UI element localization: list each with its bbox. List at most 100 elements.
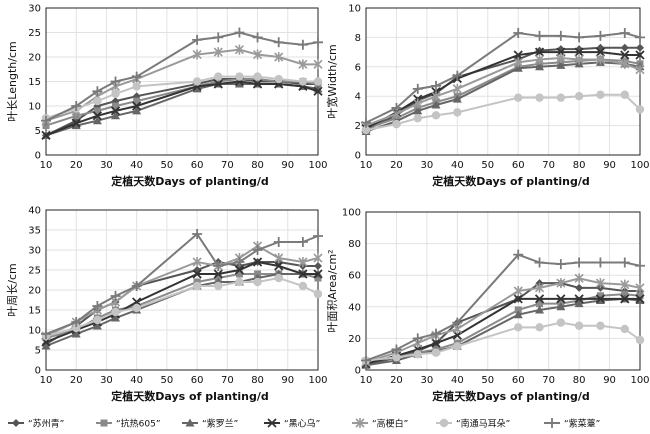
data-point — [535, 93, 544, 102]
data-point — [71, 121, 81, 130]
legend-label: “紫菜薹” — [564, 418, 600, 430]
data-point — [620, 90, 629, 99]
data-point — [192, 257, 202, 267]
x-tick-label: 60 — [512, 375, 525, 386]
data-point — [635, 64, 645, 75]
data-point — [92, 86, 103, 97]
data-point — [431, 348, 441, 357]
y-axis-label: 叶周长/cm — [6, 263, 19, 316]
data-point — [513, 27, 524, 38]
data-point — [192, 77, 202, 86]
x-tick-label: 50 — [481, 160, 494, 171]
legend-item: “南通马耳朵” — [436, 418, 510, 430]
data-point — [620, 50, 630, 60]
data-point — [313, 37, 323, 48]
data-point — [534, 30, 545, 41]
x-tick-label: 80 — [251, 160, 264, 171]
x-tick-label: 50 — [481, 375, 494, 386]
x-tick-label: 20 — [70, 160, 83, 171]
series-line — [45, 78, 318, 137]
data-point — [574, 299, 584, 308]
data-point — [575, 283, 584, 292]
data-point — [192, 49, 202, 60]
data-point — [555, 259, 566, 270]
data-point — [192, 34, 203, 45]
data-point — [513, 294, 523, 304]
data-point — [431, 91, 441, 102]
data-point — [636, 292, 644, 300]
y-tick-label: 0 — [355, 366, 361, 377]
data-point — [92, 301, 103, 311]
data-point — [92, 321, 102, 330]
y-tick-label: 5 — [35, 126, 41, 137]
data-point — [620, 279, 630, 290]
data-point — [635, 32, 645, 43]
data-point — [274, 273, 283, 283]
data-point — [253, 72, 262, 81]
data-point — [595, 30, 606, 41]
y-tick-label: 20 — [28, 53, 41, 64]
data-point — [452, 317, 463, 328]
legend-marker — [267, 418, 277, 428]
x-tick-label: 40 — [451, 160, 464, 171]
x-axis-label: 定植天数Days of planting/d — [432, 389, 589, 403]
y-tick-label: 100 — [342, 208, 361, 219]
data-point — [252, 49, 263, 60]
data-point — [413, 114, 422, 123]
data-point — [513, 249, 524, 260]
data-point — [621, 290, 629, 298]
y-tick-label: 4 — [355, 92, 361, 103]
series-line — [45, 273, 319, 339]
data-point — [112, 102, 120, 110]
x-axis-label: 定植天数Days of planting/d — [111, 174, 268, 188]
data-point — [635, 105, 645, 114]
data-point — [555, 30, 566, 41]
data-point — [110, 106, 121, 116]
x-tick-label: 40 — [130, 160, 143, 171]
y-tick-label: 15 — [28, 306, 41, 317]
series-plus — [41, 27, 323, 126]
data-point — [595, 278, 605, 289]
data-point — [252, 79, 263, 89]
y-tick-label: 10 — [348, 4, 361, 15]
series-line — [365, 56, 641, 127]
x-axis-label: 定植天数Days of planting/d — [432, 174, 589, 188]
data-point — [556, 294, 566, 304]
y-tick-label: 0 — [355, 151, 361, 162]
data-point — [391, 344, 402, 355]
legend-marker — [355, 418, 365, 428]
data-point — [452, 94, 462, 103]
data-point — [92, 111, 103, 121]
data-point — [534, 54, 545, 65]
data-point — [234, 27, 245, 38]
y-tick-label: 40 — [348, 302, 361, 313]
data-point — [71, 101, 82, 111]
series-circle — [361, 90, 645, 135]
y-tick-label: 0 — [35, 151, 41, 162]
data-point — [574, 54, 584, 65]
data-point — [392, 353, 401, 362]
data-point — [132, 303, 141, 313]
x-tick-label: 80 — [573, 375, 586, 386]
x-tick-label: 20 — [390, 375, 403, 386]
data-point — [110, 76, 121, 87]
data-point — [556, 302, 566, 311]
x-tick-label: 30 — [100, 160, 113, 171]
data-point — [619, 257, 630, 268]
x-tick-label: 100 — [630, 160, 649, 171]
data-point — [574, 47, 584, 57]
legend-label: “高梗白” — [372, 418, 408, 430]
data-point — [313, 231, 323, 241]
x-tick-label: 100 — [308, 375, 327, 386]
data-point — [412, 83, 423, 94]
data-point — [636, 43, 644, 52]
data-point — [595, 54, 605, 65]
data-point — [252, 257, 263, 267]
y-tick-label: 30 — [28, 4, 41, 15]
data-point — [635, 335, 645, 345]
x-tick-label: 60 — [512, 160, 525, 171]
data-point — [556, 60, 566, 69]
data-point — [536, 300, 544, 308]
data-point — [535, 323, 544, 332]
series-triangle — [41, 79, 323, 139]
